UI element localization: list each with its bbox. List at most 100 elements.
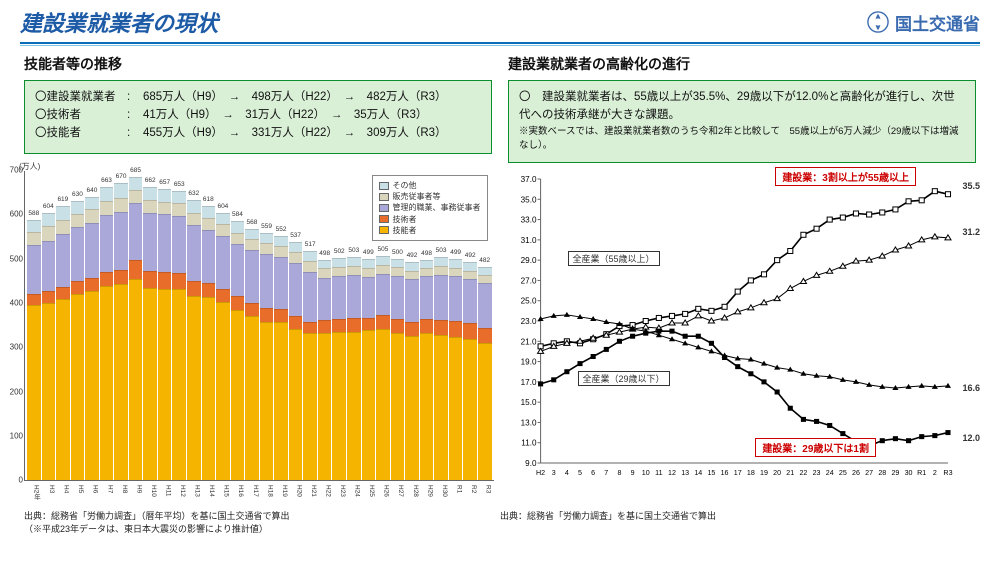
- svg-text:21.0: 21.0: [520, 337, 536, 346]
- bar: 657: [158, 189, 172, 480]
- bar: 653: [172, 191, 186, 480]
- svg-text:2: 2: [932, 470, 936, 477]
- bar: 552: [274, 236, 288, 480]
- bar: 503: [434, 257, 448, 480]
- summary-row: 〇建設業就業者:685万人（H9） → 498万人（H22） → 482万人（R…: [35, 89, 481, 107]
- bar: 630: [71, 201, 85, 480]
- bar: 685: [129, 177, 143, 480]
- bar: 662: [143, 187, 157, 480]
- right-source: 出典：総務省「労働力調査」を基に国土交通省で算出: [500, 509, 976, 535]
- ministry-logo: 国土交通省: [867, 10, 980, 35]
- bar: 482: [478, 267, 492, 480]
- svg-text:29: 29: [891, 470, 899, 477]
- svg-text:13: 13: [681, 470, 689, 477]
- svg-text:3: 3: [551, 470, 555, 477]
- svg-text:11: 11: [655, 470, 662, 477]
- svg-text:27: 27: [865, 470, 873, 477]
- svg-text:13.0: 13.0: [520, 419, 536, 428]
- svg-text:18: 18: [746, 470, 754, 477]
- svg-text:25: 25: [838, 470, 846, 477]
- bar: 618: [202, 206, 216, 480]
- svg-text:15.0: 15.0: [520, 398, 536, 407]
- svg-text:11.0: 11.0: [521, 439, 537, 448]
- svg-text:8: 8: [617, 470, 621, 477]
- end-a55: 31.2: [962, 227, 980, 237]
- svg-text:R3: R3: [943, 470, 952, 477]
- right-subtitle: 建設業就業者の高齢化の進行: [508, 54, 976, 74]
- svg-text:27.0: 27.0: [520, 277, 536, 286]
- summary-row: 〇技術者:41万人（H9） → 31万人（H22） → 35万人（R3）: [35, 107, 481, 125]
- svg-text:24: 24: [825, 470, 833, 477]
- svg-text:33.0: 33.0: [520, 216, 536, 225]
- svg-text:15: 15: [707, 470, 715, 477]
- svg-text:7: 7: [604, 470, 608, 477]
- bar: 498: [420, 260, 434, 481]
- svg-text:6: 6: [591, 470, 595, 477]
- bar: 500: [391, 259, 405, 480]
- label-allind-29: 全産業（29歳以下）: [578, 371, 670, 386]
- svg-text:4: 4: [564, 470, 568, 477]
- stacked-bar-chart: (万人) その他販売従事者等管理的職業、事務従事者技術者技能者 58860461…: [24, 171, 494, 481]
- bar: 492: [463, 262, 477, 480]
- svg-text:25.0: 25.0: [520, 297, 536, 306]
- svg-text:22: 22: [799, 470, 807, 477]
- svg-text:10: 10: [641, 470, 649, 477]
- label-allind-55: 全産業（55歳以上）: [568, 251, 660, 266]
- page-title: 建設業就業者の現状: [20, 6, 218, 38]
- svg-text:31.0: 31.0: [520, 236, 536, 245]
- svg-text:16: 16: [720, 470, 728, 477]
- svg-text:20: 20: [773, 470, 781, 477]
- bar: 503: [347, 257, 361, 480]
- callout-29below: 建設業：29歳以下は1割: [755, 438, 876, 457]
- right-box-note: ※実数ベースでは、建設業就業者数のうち令和2年と比較して 55歳以上が6万人減少…: [519, 125, 965, 154]
- end-c55: 35.5: [962, 181, 980, 191]
- bar: 537: [289, 242, 303, 480]
- bar: 632: [187, 200, 201, 480]
- svg-text:19: 19: [760, 470, 768, 477]
- svg-text:R1: R1: [917, 470, 926, 477]
- bar: 663: [100, 187, 114, 481]
- end-a29: 16.6: [962, 383, 980, 393]
- bar: 505: [376, 256, 390, 480]
- bar: 492: [405, 262, 419, 480]
- left-source: 出典：総務省「労働力調査」（暦年平均）を基に国土交通省で算出: [24, 509, 500, 522]
- bar: 604: [216, 213, 230, 480]
- bar: 640: [85, 197, 99, 480]
- left-summary-box: 〇建設業就業者:685万人（H9） → 498万人（H22） → 482万人（R…: [24, 80, 492, 154]
- svg-text:23: 23: [812, 470, 820, 477]
- ministry-name: 国土交通省: [895, 10, 980, 35]
- svg-text:H2: H2: [536, 470, 545, 477]
- svg-text:28: 28: [878, 470, 886, 477]
- bar: 588: [27, 220, 41, 480]
- svg-text:12: 12: [668, 470, 676, 477]
- line-chart: 9.0 11.0 13.0 15.0 17.0 19.0 21.0 23.0 25.0 27.0 2…: [508, 171, 977, 481]
- right-summary-box: 〇 建設業就業者は、55歳以上が35.5%、29歳以下が12.0%と高齢化が進行…: [508, 80, 976, 163]
- bar: 517: [303, 251, 317, 480]
- bar: 584: [231, 221, 245, 480]
- svg-text:26: 26: [852, 470, 860, 477]
- svg-text:5: 5: [578, 470, 582, 477]
- end-c29: 12.0: [962, 433, 980, 443]
- left-source-note: （※平成23年データは、東日本大震災の影響により推計値）: [24, 522, 500, 535]
- svg-text:17: 17: [733, 470, 741, 477]
- bar: 499: [362, 259, 376, 480]
- bar: 498: [318, 260, 332, 481]
- bar: 619: [56, 206, 70, 480]
- bar: 559: [260, 233, 274, 481]
- svg-text:35.0: 35.0: [520, 195, 536, 204]
- svg-text:14: 14: [694, 470, 702, 477]
- svg-text:19.0: 19.0: [520, 358, 536, 367]
- svg-text:29.0: 29.0: [520, 256, 536, 265]
- svg-text:23.0: 23.0: [520, 317, 536, 326]
- header-rule: [20, 42, 980, 46]
- bar: 670: [114, 183, 128, 480]
- svg-text:9: 9: [630, 470, 634, 477]
- ministry-logo-icon: [867, 11, 889, 33]
- right-box-text: 〇 建設業就業者は、55歳以上が35.5%、29歳以下が12.0%と高齢化が進行…: [519, 89, 965, 125]
- svg-text:9.0: 9.0: [525, 459, 537, 468]
- svg-text:21: 21: [786, 470, 794, 477]
- svg-text:17.0: 17.0: [520, 378, 536, 387]
- svg-text:30: 30: [904, 470, 912, 477]
- summary-row: 〇技能者:455万人（H9） → 331万人（H22） → 309万人（R3）: [35, 125, 481, 143]
- bar: 568: [245, 229, 259, 481]
